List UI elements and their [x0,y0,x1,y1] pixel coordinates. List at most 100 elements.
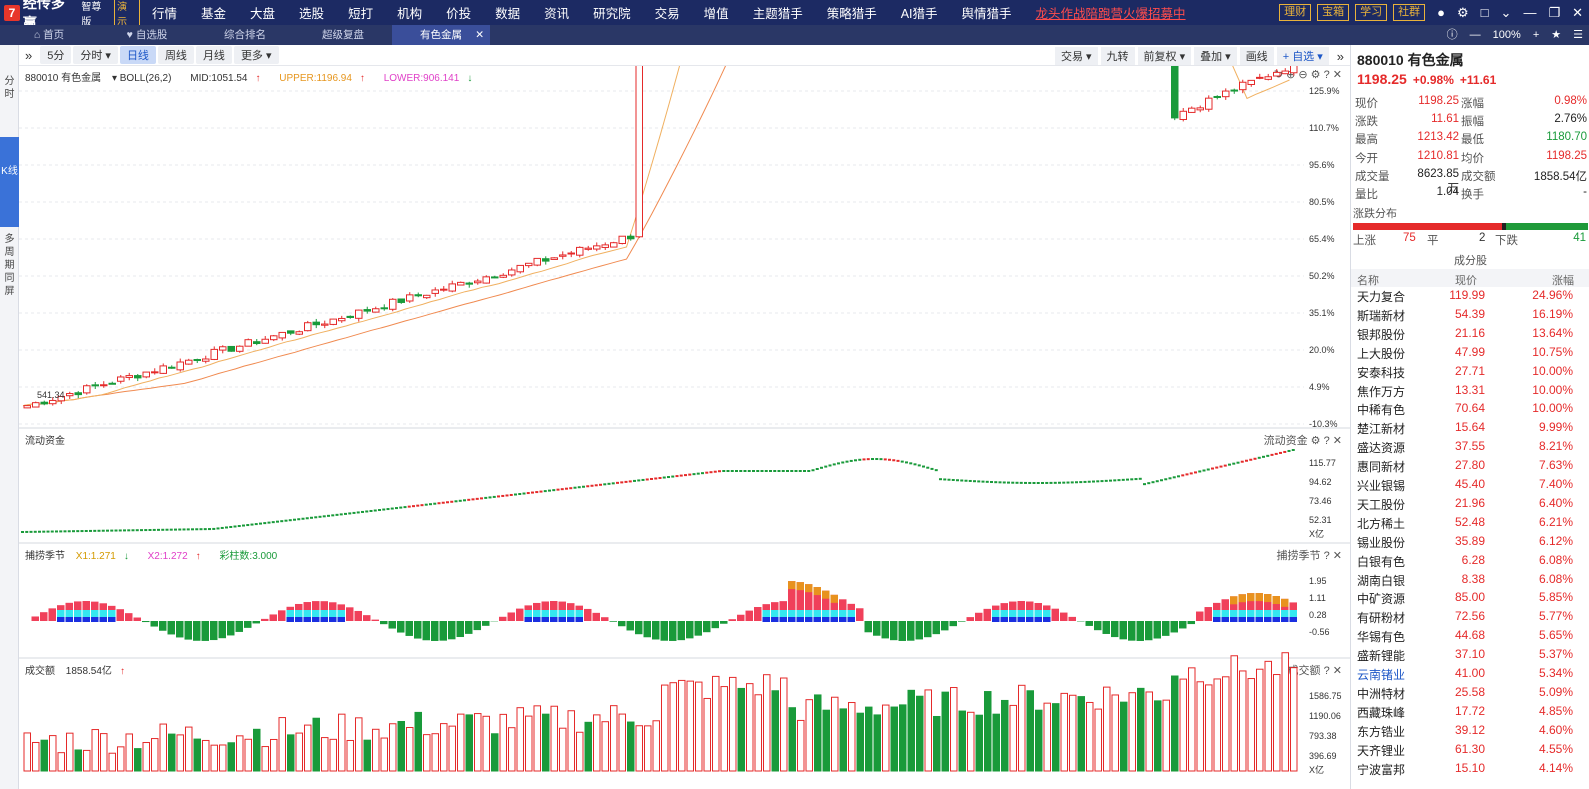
side-tab-intraday[interactable]: 分时 [0,75,19,105]
component-row[interactable]: 白银有色 6.28 6.08% [1351,553,1589,572]
component-row[interactable]: 惠同新材 27.80 7.63% [1351,458,1589,477]
nav-item[interactable]: AI猎手 [900,7,938,21]
community-button[interactable]: 社群 [1393,4,1426,21]
window-icon[interactable]: □ [1480,5,1489,20]
side-tab-multi-period[interactable]: 多周期同屏 [0,233,19,313]
tools-icon[interactable]: ☰ [1573,29,1583,41]
tab-watchlist[interactable]: ♥ 自选股 [98,25,196,45]
nav-item[interactable]: 行情 [152,7,178,21]
restore-icon[interactable]: ❐ [1548,4,1561,20]
minimize-icon[interactable]: — [1523,5,1537,20]
help-icon[interactable]: ? [1323,69,1330,81]
side-tab-kline[interactable]: K线 [0,137,19,227]
info-icon[interactable]: ⓘ [1446,29,1458,41]
star-icon[interactable]: ★ [1551,29,1562,41]
component-row[interactable]: 宁波富邦 15.10 4.14% [1351,761,1589,780]
close-panel-icon[interactable]: ✕ [1332,665,1342,677]
plus-circle-icon[interactable]: ⊕ [1286,69,1296,81]
nav-item[interactable]: 交易 [654,7,680,21]
component-row[interactable]: 焦作万方 13.31 10.00% [1351,383,1589,402]
tab-ranking[interactable]: 综合排名 [196,25,294,45]
component-row[interactable]: 安泰科技 27.71 10.00% [1351,364,1589,383]
close-panel-icon[interactable]: ✕ [1332,435,1342,447]
close-panel-icon[interactable]: ✕ [1332,69,1342,81]
settings-icon[interactable]: ⚙ [1310,435,1321,447]
component-row[interactable]: 中洲特材 25.58 5.09% [1351,685,1589,704]
close-tab-icon[interactable]: ✕ [475,29,484,41]
nav-item[interactable]: 舆情猎手 [961,7,1012,21]
licai-button[interactable]: 理财 [1279,4,1312,21]
component-row[interactable]: 兴业银锡 45.40 7.40% [1351,477,1589,496]
component-row[interactable]: 斯瑞新材 54.39 16.19% [1351,307,1589,326]
chart-area[interactable]: 880010 有色金属 ▾ BOLL(26,2) MID:1051.54 ↑ UP… [19,66,1350,789]
close-icon[interactable]: ✕ [1572,4,1583,20]
component-row[interactable]: 天力复合 119.99 24.96% [1351,288,1589,307]
component-row[interactable]: 楚江新材 15.64 9.99% [1351,420,1589,439]
col-price[interactable]: 现价 [1455,275,1477,287]
minus-circle-icon[interactable]: ⊖ [1298,69,1308,81]
component-row[interactable]: 中稀有色 70.64 10.00% [1351,401,1589,420]
tab-review[interactable]: 超级复盘 [294,25,392,45]
nav-item[interactable]: 主题猎手 [752,7,803,21]
col-pct[interactable]: 涨幅 [1552,275,1574,287]
nav-item[interactable]: 研究院 [593,7,631,21]
component-row[interactable]: 云南锗业 41.00 5.34% [1351,666,1589,685]
period-more[interactable]: 更多 ▾ [233,46,279,64]
component-row[interactable]: 华锡有色 44.68 5.65% [1351,628,1589,647]
close-panel-icon[interactable]: ✕ [1332,550,1342,562]
help-icon[interactable]: ? [1323,435,1330,447]
nav-item[interactable]: 资讯 [544,7,570,21]
chevron-down-icon[interactable]: ⌄ [1500,4,1512,20]
nav-item[interactable]: 基金 [201,7,227,21]
trade-dropdown[interactable]: 交易 ▾ [1054,47,1098,65]
expand-icon[interactable]: » [25,47,33,63]
period-monthly[interactable]: 月线 [195,46,232,64]
nine-turn-button[interactable]: 九转 [1100,47,1135,65]
draw-line-button[interactable]: 画线 [1239,47,1274,65]
gear-icon[interactable]: ⚙ [1457,4,1469,20]
tab-nonferrous[interactable]: 有色金属 ✕ [392,25,490,45]
settings-icon[interactable]: ⚙ [1310,69,1321,81]
nav-item[interactable]: 短打 [348,7,374,21]
component-row[interactable]: 盛达资源 37.55 8.21% [1351,439,1589,458]
learn-button[interactable]: 学习 [1355,4,1388,21]
component-row[interactable]: 上大股份 47.99 10.75% [1351,345,1589,364]
indicator-dropdown[interactable]: ▾ BOLL(26,2) [111,73,172,84]
component-row[interactable]: 锡业股份 35.89 6.12% [1351,534,1589,553]
treasure-box-button[interactable]: 宝箱 [1317,4,1350,21]
period-5min[interactable]: 5分 [40,46,72,64]
component-row[interactable]: 天工股份 21.96 6.40% [1351,496,1589,515]
component-row[interactable]: 北方稀土 52.48 6.21% [1351,515,1589,534]
period-weekly[interactable]: 周线 [157,46,194,64]
adjust-dropdown[interactable]: 前复权 ▾ [1137,47,1192,65]
help-icon[interactable]: ? [1323,550,1330,562]
component-row[interactable]: 东方锆业 39.12 4.60% [1351,723,1589,742]
zoom-out-icon[interactable]: — [1469,29,1481,41]
nav-item[interactable]: 策略猎手 [826,7,877,21]
nav-item[interactable]: 增值 [703,7,729,21]
user-icon[interactable]: ● [1437,5,1446,20]
nav-item[interactable]: 数据 [495,7,521,21]
component-row[interactable]: 盛新锂能 37.10 5.37% [1351,647,1589,666]
nav-item[interactable]: 价投 [446,7,472,21]
component-row[interactable]: 有研粉材 72.56 5.77% [1351,609,1589,628]
component-row[interactable]: 银邦股份 21.16 13.64% [1351,326,1589,345]
promo-link[interactable]: 龙头作战陪跑营火爆招募中 [1035,7,1186,21]
nav-item[interactable]: 大盘 [250,7,276,21]
kline-chart-canvas[interactable]: 125.9% 110.7% 95.6% 80.5% 65.4% 50.2% 35.1% 20.… [19,66,1350,789]
period-intraday[interactable]: 分时 ▾ [73,46,118,64]
nav-item[interactable]: 机构 [397,7,423,21]
collapse-panel-icon[interactable]: » [1336,48,1344,64]
col-name[interactable]: 名称 [1357,275,1379,287]
period-daily[interactable]: 日线 [119,46,156,64]
add-watchlist-button[interactable]: + 自选 ▾ [1276,47,1329,65]
zoom-in-icon[interactable]: + [1532,29,1540,41]
help-icon[interactable]: ? [1323,665,1330,677]
component-row[interactable]: 中矿资源 85.00 5.85% [1351,590,1589,609]
tab-home[interactable]: ⌂ 首页 [0,25,98,45]
overlay-dropdown[interactable]: 叠加 ▾ [1194,47,1237,65]
component-row[interactable]: 天齐锂业 61.30 4.55% [1351,742,1589,761]
component-row[interactable]: 湖南白银 8.38 6.08% [1351,572,1589,591]
component-row[interactable]: 西藏珠峰 17.72 4.85% [1351,704,1589,723]
nav-item[interactable]: 选股 [299,7,325,21]
